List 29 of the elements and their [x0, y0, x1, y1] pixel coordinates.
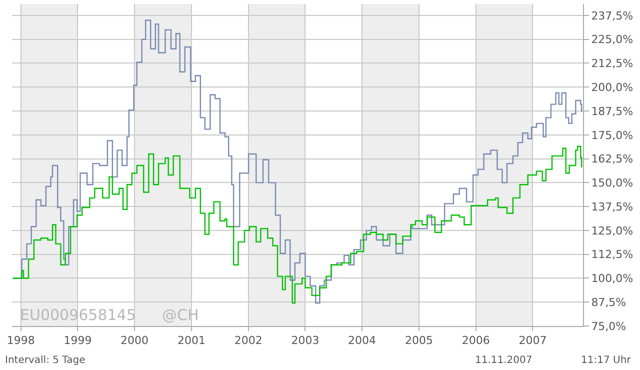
y-tick-label: 87,5%	[591, 296, 626, 309]
text: Intervall: 5 Tage	[5, 355, 86, 366]
x-tick-label: 2007	[518, 334, 547, 348]
text: 11:17 Uhr	[581, 355, 632, 366]
y-tick-label: 100,0%	[591, 272, 634, 286]
y-tick-label: 187,5%	[591, 104, 634, 118]
x-tick-label: 1999	[64, 334, 92, 348]
y-tick-label: 125,0%	[591, 224, 634, 238]
y-tick-label: 212,5%	[591, 57, 634, 70]
annotation: @CH	[162, 306, 199, 324]
annotation: EU0009658145	[20, 306, 136, 324]
y-tick-label: 75,0%	[591, 320, 626, 333]
y-tick-label: 237,5%	[591, 9, 634, 22]
x-tick-label: 2001	[178, 334, 206, 348]
y-tick-label: 162,5%	[591, 152, 634, 166]
x-tick-label: 1998	[6, 334, 35, 348]
text: 11.11.2007	[475, 355, 532, 366]
y-tick-label: 200,0%	[591, 80, 634, 94]
y-tick-label: 137,5%	[591, 200, 634, 214]
x-tick-label: 2002	[234, 334, 262, 348]
x-tick-label: 2003	[291, 334, 320, 348]
x-tick-label: 2004	[348, 334, 376, 348]
y-tick-label: 175,0%	[591, 128, 634, 142]
x-tick-label: 2000	[120, 334, 149, 348]
y-tick-label: 225,0%	[591, 33, 634, 46]
y-tick-label: 112,5%	[591, 248, 634, 262]
x-tick-label: 2005	[405, 334, 434, 348]
y-tick-label: 150,0%	[591, 176, 634, 190]
x-tick-label: 2006	[462, 334, 490, 348]
